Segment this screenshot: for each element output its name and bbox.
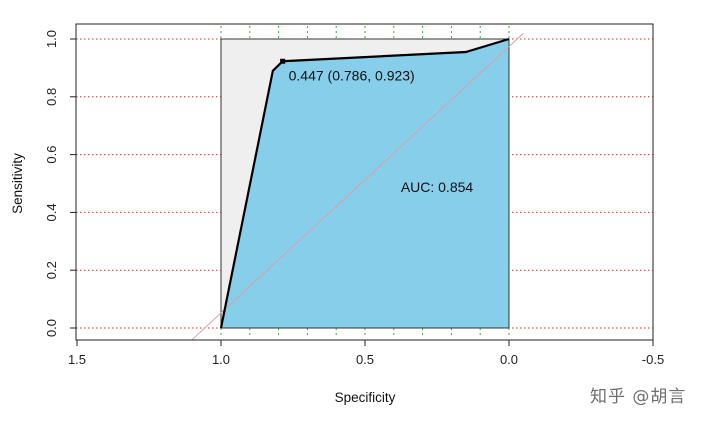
x-tick-label: 0.0: [500, 352, 518, 367]
plot-area: [221, 39, 509, 328]
y-tick-label: 0.2: [44, 261, 59, 279]
x-tick-label: 1.5: [68, 352, 86, 367]
auc-fill: [221, 39, 509, 328]
y-tick-label: 0.0: [44, 319, 59, 337]
threshold-point: [280, 58, 286, 64]
threshold-label: 0.447 (0.786, 0.923): [289, 67, 415, 83]
x-tick-label: 1.0: [212, 352, 230, 367]
roc-curve-group: [191, 32, 524, 340]
watermark: 知乎 @胡言: [590, 387, 687, 407]
x-axis-title: Specificity: [335, 390, 396, 405]
x-tick-label: 0.5: [356, 352, 374, 367]
y-axis-title: Sensitivity: [10, 153, 25, 214]
auc-label: AUC: 0.854: [401, 179, 474, 195]
y-tick-label: 0.4: [44, 203, 59, 221]
y-tick-label: 0.6: [44, 146, 59, 164]
y-tick-label: 1.0: [44, 30, 59, 48]
roc-square-border: [220, 38, 510, 329]
diagonal-reference-line: [191, 32, 524, 340]
x-tick-label: -0.5: [642, 352, 664, 367]
y-tick-label: 0.8: [44, 88, 59, 106]
axes: 1.5 1.0 0.5 0.0 -0.5 0.0 0.2 0.4 0.6 0.8 1.0: [44, 23, 664, 367]
